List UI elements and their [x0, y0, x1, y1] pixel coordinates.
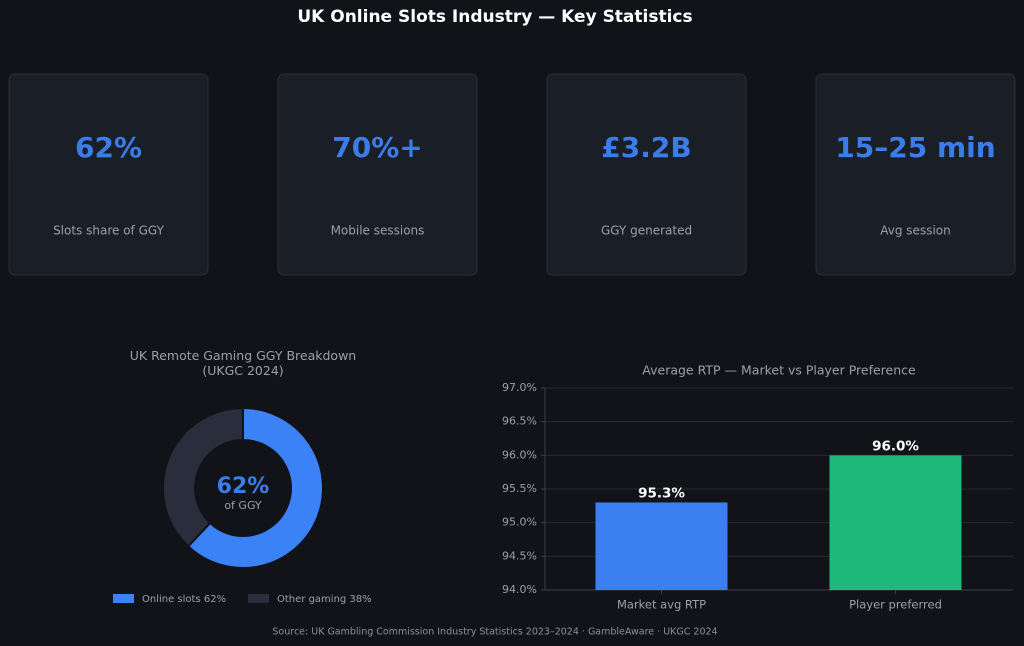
x-tick-label: Player preferred	[849, 598, 942, 612]
legend-label: Other gaming 38%	[277, 594, 372, 605]
legend-label: Online slots 62%	[142, 594, 226, 605]
kpi-card	[546, 73, 747, 276]
donut-center-value: 62%	[217, 474, 270, 499]
source-note: Source: UK Gambling Commission Industry …	[272, 627, 717, 638]
y-tick-label: 96.5%	[502, 415, 537, 428]
bar-value-label: 96.0%	[872, 438, 919, 454]
kpi-label: GGY generated	[601, 224, 692, 238]
x-tick-label: Market avg RTP	[617, 598, 706, 612]
legend-swatch	[113, 594, 134, 603]
kpi-card	[8, 73, 209, 276]
page-title: UK Online Slots Industry — Key Statistic…	[297, 7, 692, 27]
y-tick-label: 95.5%	[502, 482, 537, 495]
y-tick-label: 95.0%	[502, 516, 537, 529]
kpi-value: 62%	[75, 131, 142, 164]
donut-segment	[186, 406, 324, 569]
kpi-value: £3.2B	[601, 131, 691, 164]
bar	[595, 502, 728, 590]
bar-value-label: 95.3%	[638, 485, 685, 501]
legend-swatch	[248, 594, 269, 603]
bar-chart-title: Average RTP — Market vs Player Preferenc…	[642, 363, 916, 378]
y-tick-label: 94.5%	[502, 549, 537, 562]
y-tick-label: 96.0%	[502, 448, 537, 461]
y-tick-label: 97.0%	[502, 381, 537, 394]
y-tick-label: 94.0%	[502, 583, 537, 596]
bar	[829, 455, 962, 590]
donut-title: UK Remote Gaming GGY Breakdown (UKGC 202…	[129, 348, 357, 378]
donut-center-label: of GGY	[224, 499, 262, 512]
kpi-value: 70%+	[332, 131, 422, 164]
kpi-value: 15–25 min	[835, 131, 995, 164]
kpi-label: Slots share of GGY	[53, 224, 165, 238]
donut-segment	[162, 406, 244, 548]
kpi-label: Avg session	[880, 224, 950, 238]
kpi-card	[815, 73, 1016, 276]
kpi-label: Mobile sessions	[331, 224, 425, 238]
kpi-card	[277, 73, 478, 276]
